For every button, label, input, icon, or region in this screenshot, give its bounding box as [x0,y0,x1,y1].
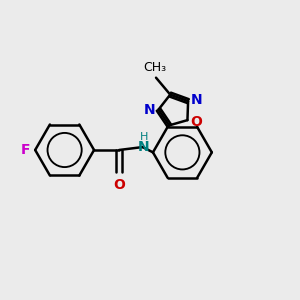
Text: O: O [190,115,202,129]
Text: N: N [138,140,150,154]
Text: H: H [140,132,148,142]
Text: O: O [113,178,125,192]
Text: F: F [20,143,30,157]
Text: N: N [191,93,203,106]
Text: CH₃: CH₃ [143,61,166,74]
Text: N: N [144,103,155,117]
